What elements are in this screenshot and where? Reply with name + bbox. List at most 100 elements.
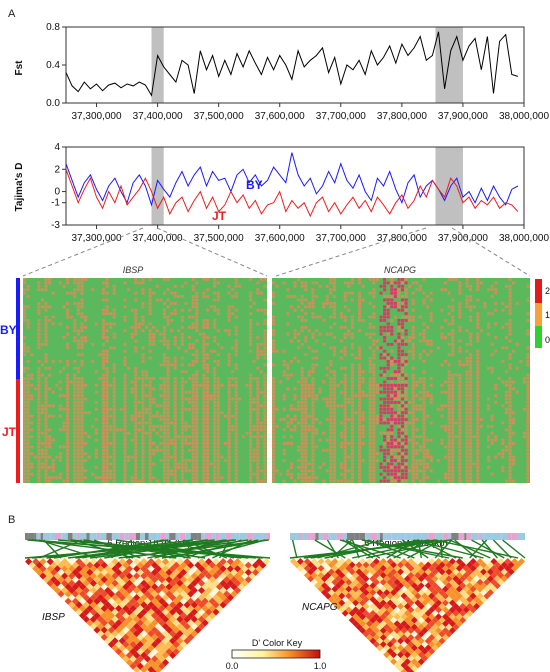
genotype-cell [458, 442, 462, 445]
genotype-cell [148, 387, 152, 391]
genotype-cell [159, 404, 163, 408]
genotype-cell [293, 308, 297, 312]
ld-cell [428, 620, 436, 628]
genotype-cell [141, 346, 145, 350]
genotype-cell [202, 459, 206, 462]
genotype-cell [259, 469, 263, 473]
genotype-cell [343, 452, 347, 456]
ld-cell [397, 658, 405, 666]
genotype-cell [404, 424, 408, 428]
genotype-cell [329, 428, 333, 432]
snp-position-line [317, 539, 383, 559]
genotype-cell [429, 469, 433, 473]
genotype-cell [379, 332, 383, 336]
genotype-cell [487, 366, 491, 370]
genotype-cell [105, 380, 109, 384]
genotype-cell [383, 319, 387, 322]
genotype-cell [180, 339, 184, 343]
genotype-cell [123, 377, 127, 380]
genotype-cell [206, 411, 210, 415]
ld-cell [89, 579, 98, 587]
ld-cell [421, 613, 429, 621]
genotype-cell [401, 284, 405, 288]
genotype-cell [206, 428, 210, 432]
genotype-cell [426, 353, 430, 357]
genotype-cell [231, 305, 235, 309]
genotype-cell [137, 325, 141, 329]
genotype-cell [411, 394, 415, 398]
genotype-cell [202, 476, 206, 480]
ld-cell [455, 564, 463, 572]
genotype-cell [80, 476, 84, 480]
ld-cell [369, 596, 377, 603]
genotype-cell [76, 431, 80, 435]
genotype-cell [379, 291, 383, 295]
genotype-cell [358, 438, 362, 442]
snp-bar-segment [92, 533, 97, 540]
ld-cell [97, 594, 105, 602]
genotype-cell [526, 465, 530, 469]
ld-cell [300, 561, 308, 569]
snp-bar-segment [111, 533, 116, 540]
genotype-cell [84, 411, 88, 415]
genotype-cell [393, 377, 397, 380]
genotype-cell [166, 476, 170, 480]
ld-cell [407, 640, 415, 648]
ld-cell [115, 604, 123, 613]
ld-cell [486, 589, 494, 597]
genotype-cell [422, 459, 426, 462]
genotype-cell [191, 363, 195, 367]
genotype-cell [426, 394, 430, 398]
genotype-cell [508, 407, 512, 411]
genotype-cell [332, 448, 336, 452]
genotype-cell [315, 339, 319, 343]
genotype-cell [386, 411, 390, 415]
genotype-cell [101, 479, 105, 483]
genotype-cell [329, 360, 333, 363]
genotype-cell [202, 295, 206, 298]
genotype-cell [105, 414, 109, 418]
genotype-cell [411, 383, 415, 387]
genotype-cell [465, 387, 469, 391]
genotype-cell [329, 346, 333, 350]
genotype-cell [105, 356, 109, 360]
genotype-cell [329, 452, 333, 456]
genotype-cell [166, 469, 170, 473]
genotype-cell [272, 421, 276, 425]
genotype-cell [386, 435, 390, 439]
genotype-cell [465, 407, 469, 411]
genotype-cell [272, 291, 276, 295]
genotype-cell [422, 428, 426, 432]
ld-cell [310, 571, 318, 579]
genotype-cell [476, 356, 480, 360]
ld-cell [68, 558, 76, 566]
genotype-cell [51, 322, 55, 326]
genotype-cell [418, 353, 422, 357]
genotype-cell [191, 407, 195, 411]
genotype-cell [23, 418, 27, 421]
genotype-cell [447, 373, 451, 377]
ld-cell [338, 558, 346, 565]
genotype-cell [141, 281, 145, 285]
snp-bar-segment [36, 533, 41, 540]
genotype-cell [234, 281, 238, 285]
genotype-cell [350, 387, 354, 391]
genotype-cell [429, 455, 433, 459]
genotype-cell [332, 418, 336, 421]
genotype-cell [238, 284, 242, 288]
genotype-cell [166, 346, 170, 350]
genotype-cell [26, 383, 30, 387]
genotype-cell [426, 448, 430, 452]
genotype-cell [37, 305, 41, 309]
genotype-cell [368, 366, 372, 370]
genotype-cell [256, 445, 260, 449]
ld-cell [82, 601, 90, 609]
genotype-cell [397, 397, 401, 401]
genotype-cell [501, 455, 505, 459]
ld-cell [428, 592, 436, 600]
genotype-cell [76, 469, 80, 473]
genotype-cell [173, 295, 177, 298]
panel-a-label: A [8, 8, 16, 20]
genotype-cell [195, 360, 199, 363]
genotype-cell [350, 428, 354, 432]
